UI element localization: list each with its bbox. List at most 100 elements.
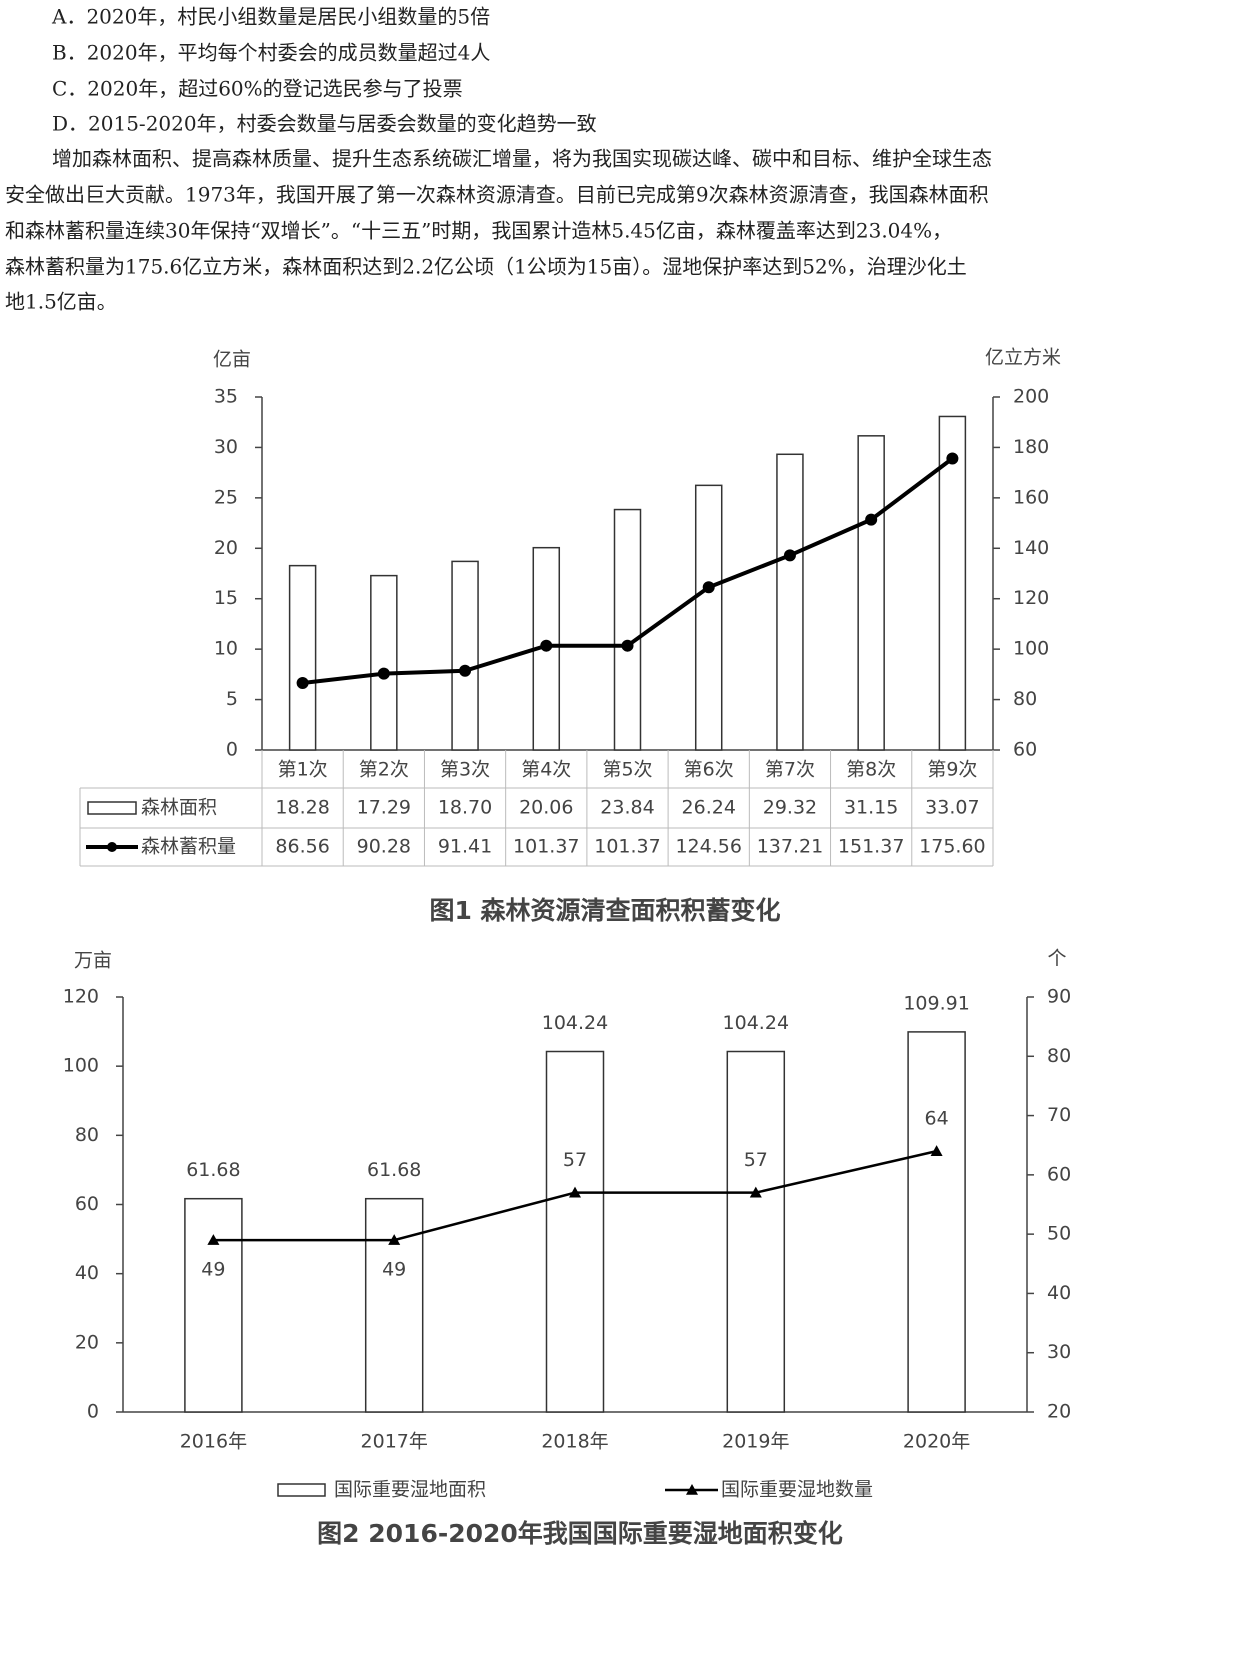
y-tick-label: 100: [63, 1055, 99, 1077]
y2-tick-label: 70: [1047, 1104, 1071, 1126]
y-unit: 万亩: [74, 950, 112, 972]
chart-title: 图2 2016-2020年我国国际重要湿地面积变化: [317, 1519, 843, 1548]
x-tick-label: 2020年: [903, 1431, 970, 1453]
y-tick-label: 30: [214, 436, 238, 458]
table-value: 124.56: [675, 836, 741, 858]
y2-tick-label: 40: [1047, 1282, 1071, 1304]
table-value: 17.29: [357, 797, 411, 819]
y2-tick-label: 180: [1013, 436, 1049, 458]
table-value: 91.41: [438, 836, 492, 858]
x-tick-label: 第1次: [278, 759, 328, 781]
y2-tick-label: 160: [1013, 486, 1049, 508]
paragraph-line: 地1.5亿亩。: [5, 290, 117, 314]
bar: [776, 453, 804, 751]
paragraph-line: 森林蓄积量为175.6亿立方米，森林面积达到2.2亿公顷（1公顷为15亩）。湿地…: [5, 255, 967, 279]
option: C．2020年，超过60%的登记选民参与了投票: [52, 77, 463, 101]
bar: [364, 1197, 424, 1413]
legend-label: 国际重要湿地数量: [721, 1479, 873, 1501]
bar-label: 104.24: [542, 1012, 608, 1034]
y-tick-label: 120: [63, 986, 99, 1008]
y2-tick-label: 30: [1047, 1341, 1071, 1363]
x-tick-label: 第8次: [846, 759, 896, 781]
table-value: 18.70: [438, 797, 492, 819]
y-unit: 亿亩: [213, 349, 251, 371]
table-value: 20.06: [519, 797, 573, 819]
y-tick-label: 25: [214, 486, 238, 508]
x-tick-label: 第3次: [440, 759, 490, 781]
marker: [783, 549, 796, 562]
y-tick-label: 20: [214, 537, 238, 559]
y-tick-label: 60: [75, 1193, 99, 1215]
paragraph-line: 增加森林面积、提高森林质量、提升生态系统碳汇增量，将为我国实现碳达峰、碳中和目标…: [52, 147, 992, 171]
chart-title: 图1 森林资源清查面积积蓄变化: [429, 896, 780, 925]
x-tick-label: 第9次: [927, 759, 977, 781]
legend-label: 国际重要湿地面积: [334, 1479, 486, 1501]
bar-label: 61.68: [186, 1159, 240, 1181]
bar-label: 109.91: [903, 992, 969, 1014]
marker: [388, 1234, 401, 1245]
bar: [857, 435, 885, 751]
table-value: 29.32: [763, 797, 817, 819]
y2-tick-label: 120: [1013, 587, 1049, 609]
option: B．2020年，平均每个村委会的成员数量超过4人: [52, 41, 490, 65]
marker: [569, 1186, 581, 1198]
bar-label: 61.68: [367, 1159, 421, 1181]
marker: [207, 1234, 220, 1245]
table-value: 18.28: [275, 797, 329, 819]
marker: [621, 639, 634, 652]
table-value: 33.07: [925, 797, 979, 819]
table-value: 90.28: [357, 836, 411, 858]
marker: [377, 667, 390, 680]
y2-tick-label: 80: [1013, 688, 1037, 710]
y-tick-label: 40: [75, 1262, 99, 1284]
y-tick-label: 35: [214, 386, 238, 408]
y2-tick-label: 200: [1013, 386, 1049, 408]
y2-tick-label: 90: [1047, 986, 1071, 1008]
line-label: 49: [382, 1259, 406, 1281]
x-tick-label: 第6次: [684, 759, 734, 781]
marker: [930, 1145, 943, 1156]
x-tick-label: 第5次: [602, 759, 652, 781]
bar: [726, 1050, 786, 1413]
legend-label: 森林面积: [141, 797, 217, 819]
bar: [184, 1197, 243, 1413]
table-value: 151.37: [838, 836, 904, 858]
line-label: 57: [744, 1149, 768, 1171]
table-value: 101.37: [513, 836, 579, 858]
legend-label: 森林蓄积量: [141, 836, 236, 858]
marker: [540, 639, 553, 652]
y-tick-label: 5: [226, 688, 238, 710]
line-label: 57: [563, 1149, 587, 1171]
y-tick-label: 80: [75, 1124, 99, 1146]
line-label: 49: [201, 1259, 225, 1281]
table-value: 101.37: [594, 836, 660, 858]
y-tick-label: 15: [214, 587, 238, 609]
paragraph-line: 安全做出巨大贡献。1973年，我国开展了第一次森林资源清查。目前已完成第9次森林…: [5, 183, 989, 207]
bar: [938, 415, 967, 751]
table-value: 23.84: [600, 797, 654, 819]
marker: [459, 664, 472, 677]
marker: [296, 677, 309, 690]
x-tick-label: 2017年: [361, 1431, 428, 1453]
marker: [865, 513, 878, 526]
option: A．2020年，村民小组数量是居民小组数量的5倍: [51, 5, 490, 29]
legend-marker: [686, 1484, 698, 1495]
y2-tick-label: 60: [1013, 739, 1037, 761]
option: D．2015-2020年，村委会数量与居委会数量的变化趋势一致: [52, 112, 597, 136]
y2-unit: 个: [1047, 948, 1066, 970]
bar: [694, 484, 723, 751]
paragraph-line: 和森林蓄积量连续30年保持“双增长”。“十三五”时期，我国累计造林5.45亿亩，…: [5, 219, 952, 243]
table-value: 175.60: [919, 836, 985, 858]
y2-tick-label: 100: [1013, 638, 1049, 660]
x-tick-label: 第4次: [521, 759, 571, 781]
x-tick-label: 第2次: [359, 759, 409, 781]
y-tick-label: 0: [87, 1401, 99, 1423]
legend-swatch: [87, 801, 137, 815]
y-tick-label: 20: [75, 1331, 99, 1353]
table-value: 26.24: [682, 797, 736, 819]
y-tick-label: 10: [214, 638, 238, 660]
table-value: 86.56: [275, 836, 329, 858]
bar-label: 104.24: [723, 1012, 789, 1034]
x-tick-label: 第7次: [765, 759, 815, 781]
